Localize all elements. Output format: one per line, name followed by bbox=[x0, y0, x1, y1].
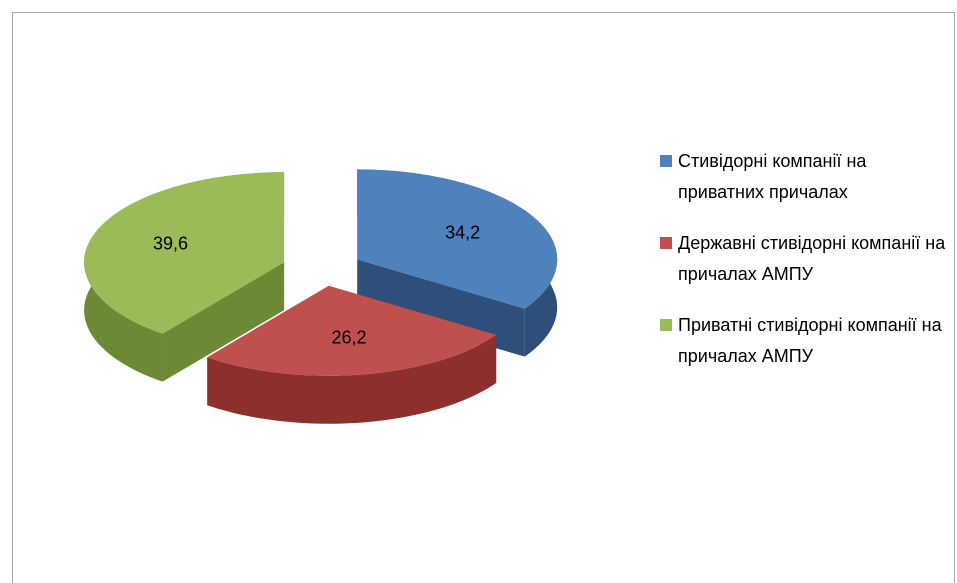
legend-label: Державні стивідорні компанії на причалах… bbox=[678, 233, 946, 284]
slice-side bbox=[207, 334, 497, 424]
legend-item: Державні стивідорні компанії на причалах… bbox=[660, 228, 950, 290]
slice bbox=[207, 285, 497, 376]
data-label: 39,6 bbox=[153, 234, 188, 254]
slice bbox=[84, 172, 285, 334]
slice bbox=[357, 169, 558, 309]
legend-swatch bbox=[660, 237, 672, 249]
legend-swatch bbox=[660, 155, 672, 167]
legend-item: Приватні стивідорні компанії на причалах… bbox=[660, 310, 950, 372]
legend-label: Стивідорні компанії на приватних причала… bbox=[678, 151, 867, 202]
data-label: 26,2 bbox=[331, 328, 366, 348]
legend-swatch bbox=[660, 319, 672, 331]
legend-item: Стивідорні компанії на приватних причала… bbox=[660, 146, 950, 208]
slice-wall bbox=[162, 262, 285, 382]
legend-label: Приватні стивідорні компанії на причалах… bbox=[678, 315, 942, 366]
frame bbox=[12, 12, 955, 583]
data-label: 34,2 bbox=[445, 222, 480, 242]
legend: Стивідорні компанії на приватних причала… bbox=[660, 146, 950, 392]
